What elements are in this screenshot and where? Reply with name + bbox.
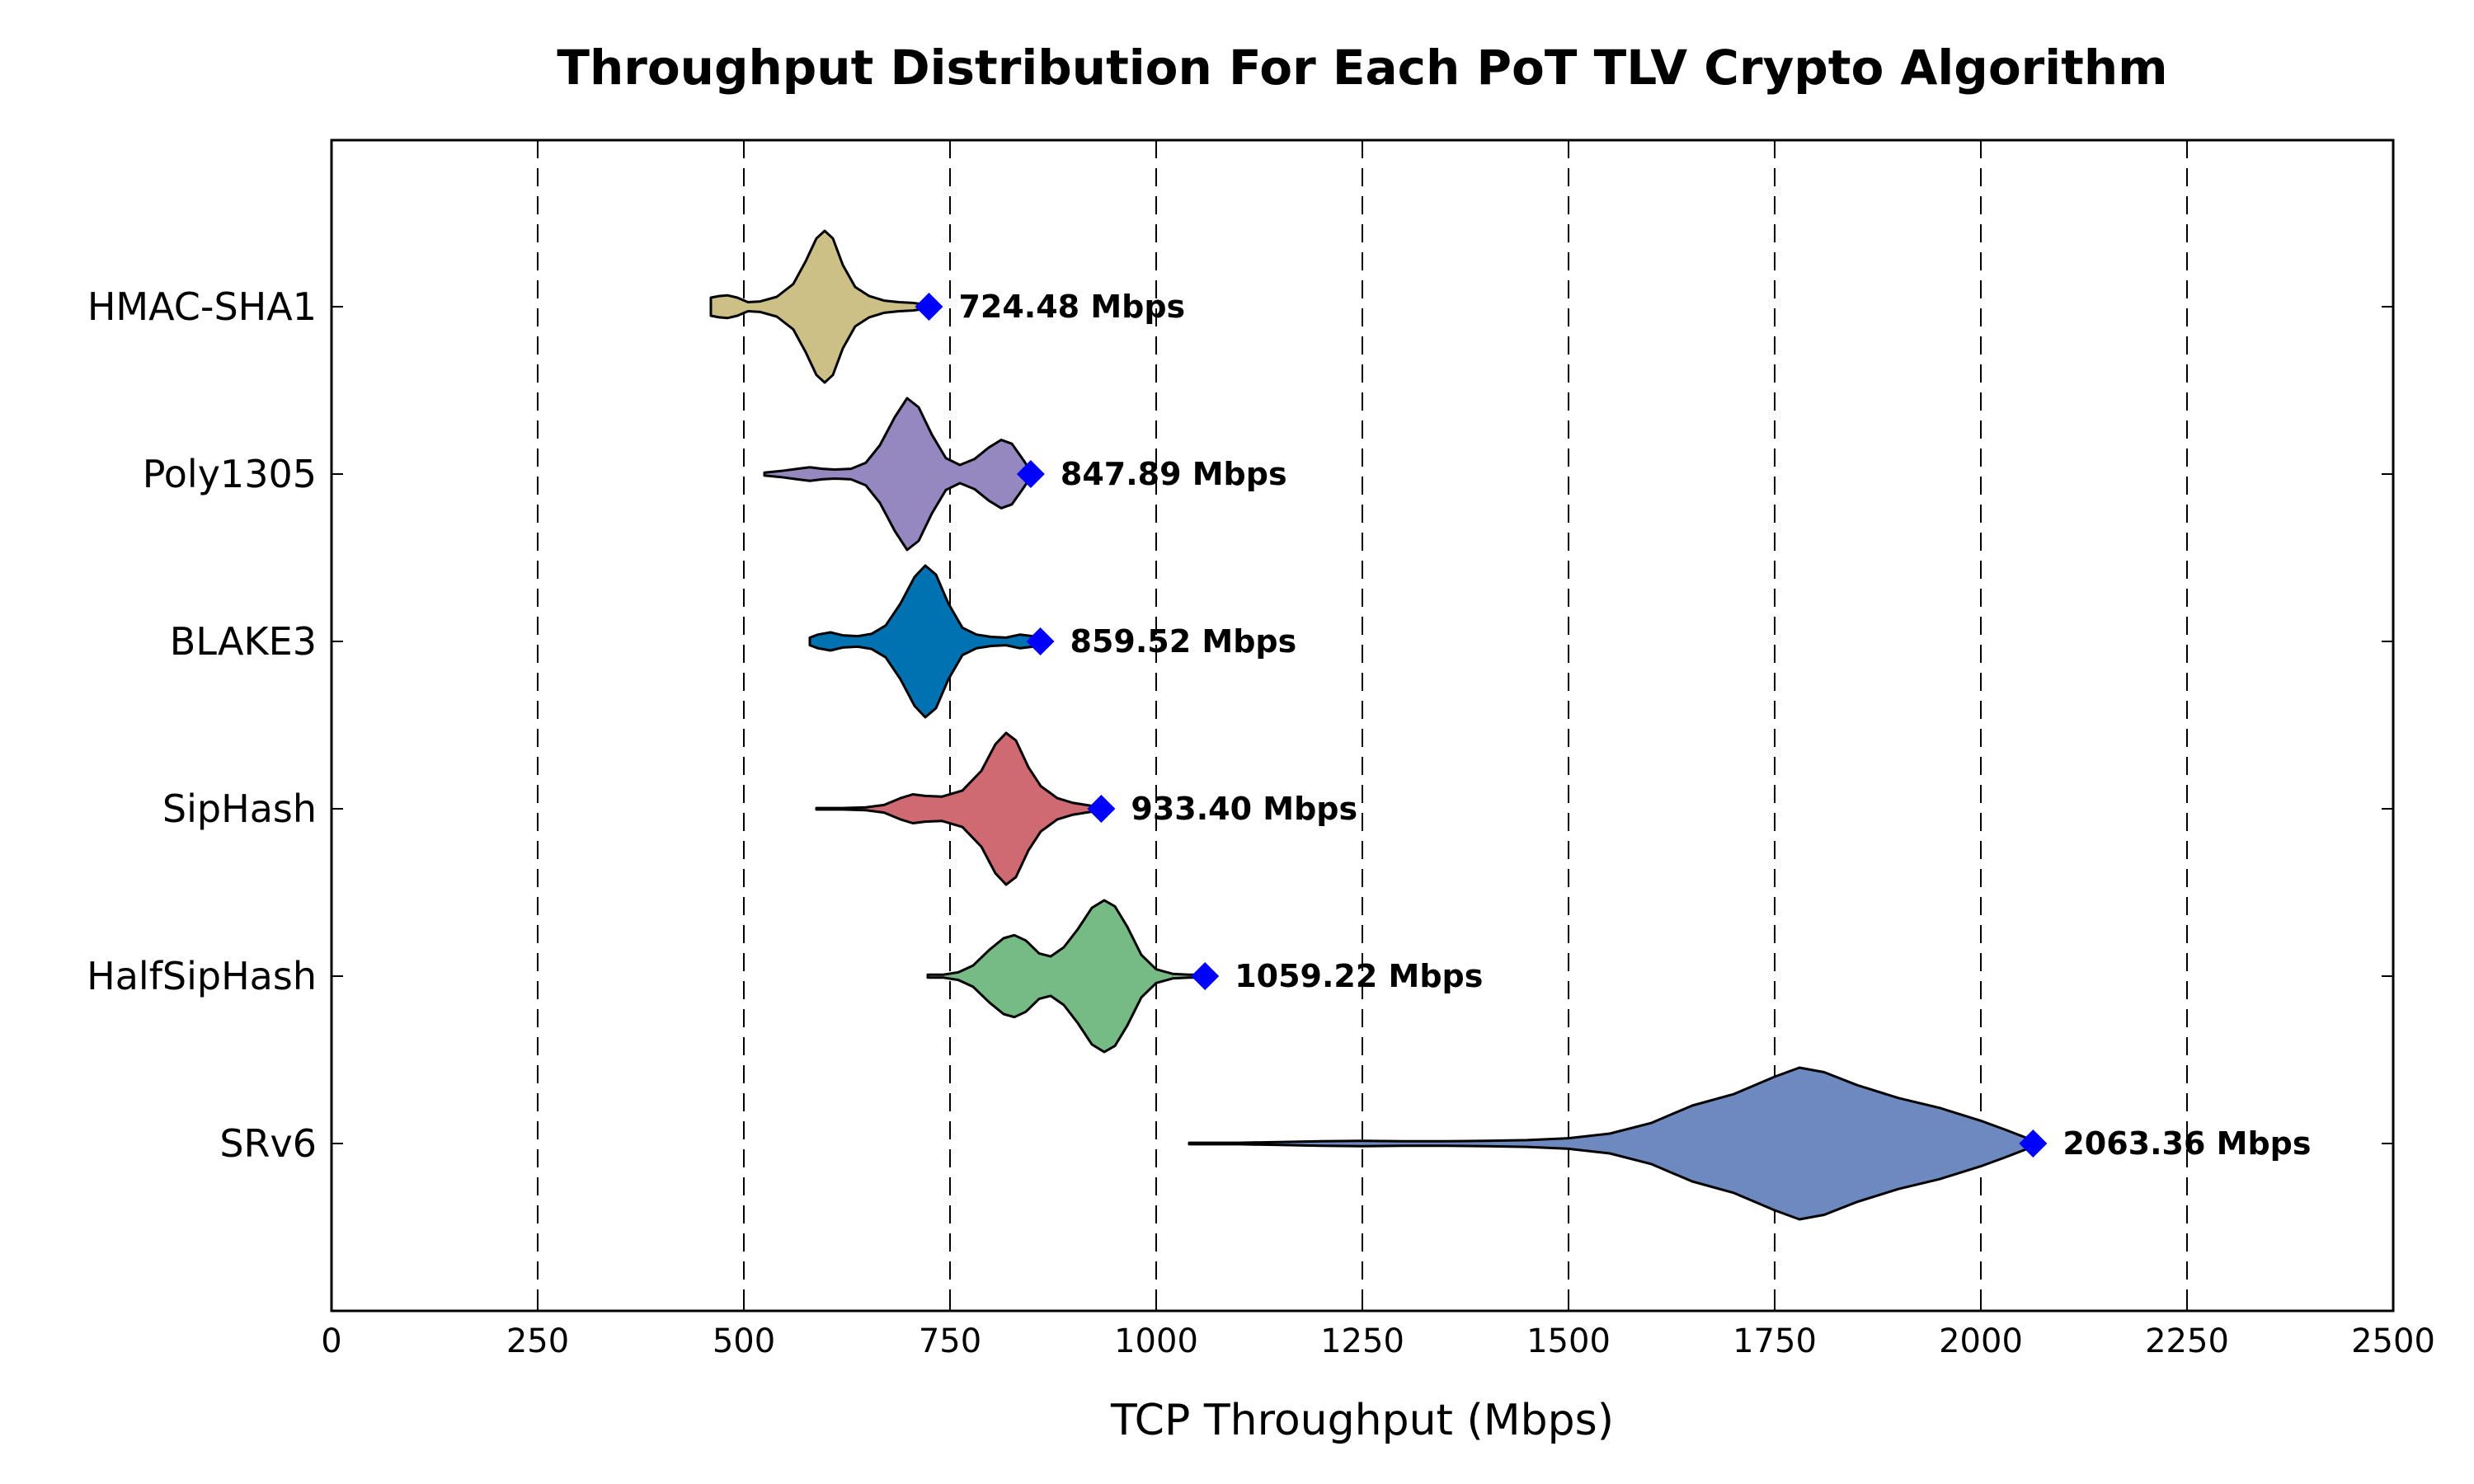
max-annotation: 1059.22 Mbps bbox=[1235, 958, 1483, 994]
max-marker bbox=[1016, 460, 1045, 488]
max-markers bbox=[915, 293, 2048, 1158]
x-tick-label: 750 bbox=[919, 1322, 981, 1360]
violin-blake3 bbox=[808, 564, 1042, 719]
x-tick-labels: 0 250 500 750 1000 1250 1500 1750 2000 2250 2500 bbox=[321, 1322, 2435, 1360]
x-tick-label: 2250 bbox=[2145, 1322, 2229, 1360]
x-axis-label: TCP Throughput (Mbps) bbox=[1110, 1396, 1614, 1445]
x-tick-label: 1500 bbox=[1526, 1322, 1611, 1360]
max-marker bbox=[1026, 627, 1055, 655]
x-tick-label: 2500 bbox=[2351, 1322, 2435, 1360]
x-tick-label: 1250 bbox=[1320, 1322, 1404, 1360]
category-label: Poly1305 bbox=[143, 452, 317, 496]
max-annotation: 847.89 Mbps bbox=[1061, 456, 1287, 492]
chart-title: Throughput Distribution For Each PoT TLV… bbox=[557, 40, 2167, 96]
category-label: HalfSipHash bbox=[87, 954, 317, 998]
max-marker bbox=[915, 293, 943, 321]
violin-srv6 bbox=[1188, 1066, 2034, 1221]
x-tick-label: 2000 bbox=[1939, 1322, 2023, 1360]
max-annotation: 2063.36 Mbps bbox=[2062, 1125, 2311, 1162]
max-annotations: 724.48 Mbps 847.89 Mbps 859.52 Mbps 933.40 … bbox=[958, 289, 2311, 1162]
max-marker bbox=[2019, 1129, 2048, 1158]
max-annotation: 933.40 Mbps bbox=[1131, 791, 1357, 827]
category-label: SipHash bbox=[162, 787, 317, 831]
violin-siphash bbox=[815, 731, 1103, 886]
plot-frame bbox=[330, 139, 2395, 1313]
category-label: SRv6 bbox=[219, 1121, 317, 1166]
category-labels: HMAC-SHA1 Poly1305 BLAKE3 SipHash HalfSipHas… bbox=[87, 284, 317, 1166]
violins bbox=[709, 229, 2034, 1221]
x-tick-label: 1000 bbox=[1114, 1322, 1198, 1360]
category-label: HMAC-SHA1 bbox=[87, 284, 317, 329]
violin-poly1305 bbox=[763, 397, 1032, 552]
max-annotation: 724.48 Mbps bbox=[958, 289, 1185, 325]
category-label: BLAKE3 bbox=[170, 619, 317, 664]
x-tick-label: 250 bbox=[506, 1322, 569, 1360]
max-marker bbox=[1191, 962, 1220, 990]
max-annotation: 859.52 Mbps bbox=[1070, 623, 1297, 660]
violin-halfsiphash bbox=[926, 899, 1206, 1054]
max-marker bbox=[1087, 795, 1116, 823]
x-tick-label: 500 bbox=[713, 1322, 775, 1360]
x-tick-label: 1750 bbox=[1733, 1322, 1817, 1360]
x-tick-label: 0 bbox=[321, 1322, 341, 1360]
